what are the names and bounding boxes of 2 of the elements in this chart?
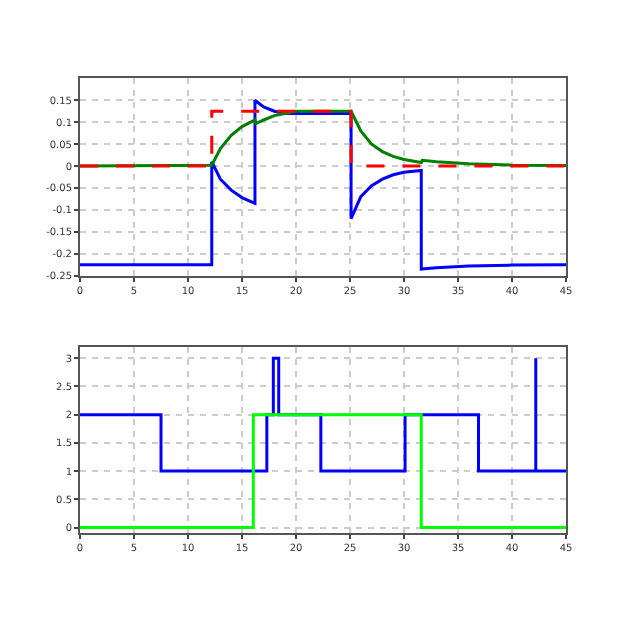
line-series [80,98,566,271]
line-series [80,109,566,168]
